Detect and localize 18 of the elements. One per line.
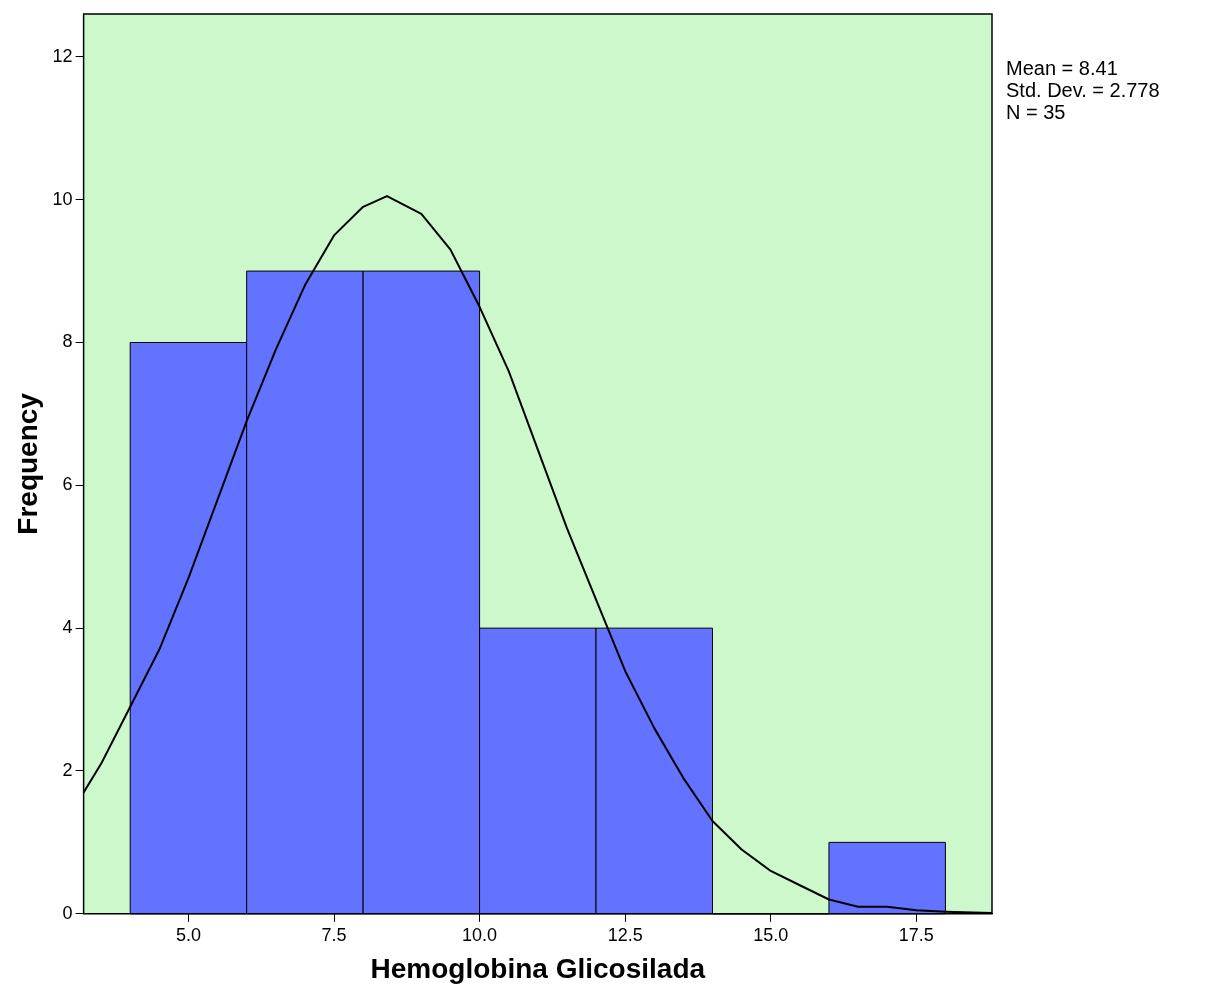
- y-axis-title: Frequency: [11, 392, 43, 535]
- y-tick-label: 4: [62, 617, 73, 638]
- text: Std. Dev. = 2.778: [1006, 78, 1160, 101]
- y-tick-label: 10: [52, 188, 73, 209]
- y-tick-label: 6: [62, 474, 73, 495]
- x-tick-label: 7.5: [321, 924, 347, 945]
- y-tick-label: 8: [62, 331, 73, 352]
- text: N = 35: [1006, 100, 1066, 123]
- x-tick-label: 17.5: [898, 924, 934, 945]
- x-tick-label: 15.0: [753, 924, 789, 945]
- y-tick-label: 2: [62, 759, 73, 780]
- x-tick-label: 12.5: [607, 924, 643, 945]
- y-tick-label: 12: [52, 45, 73, 66]
- x-tick-label: 5.0: [175, 924, 201, 945]
- x-axis-title: Hemoglobina Glicosilada: [370, 952, 706, 984]
- x-tick-label: 10.0: [462, 924, 498, 945]
- text: Mean = 8.41: [1006, 56, 1118, 79]
- y-tick-label: 0: [62, 902, 73, 923]
